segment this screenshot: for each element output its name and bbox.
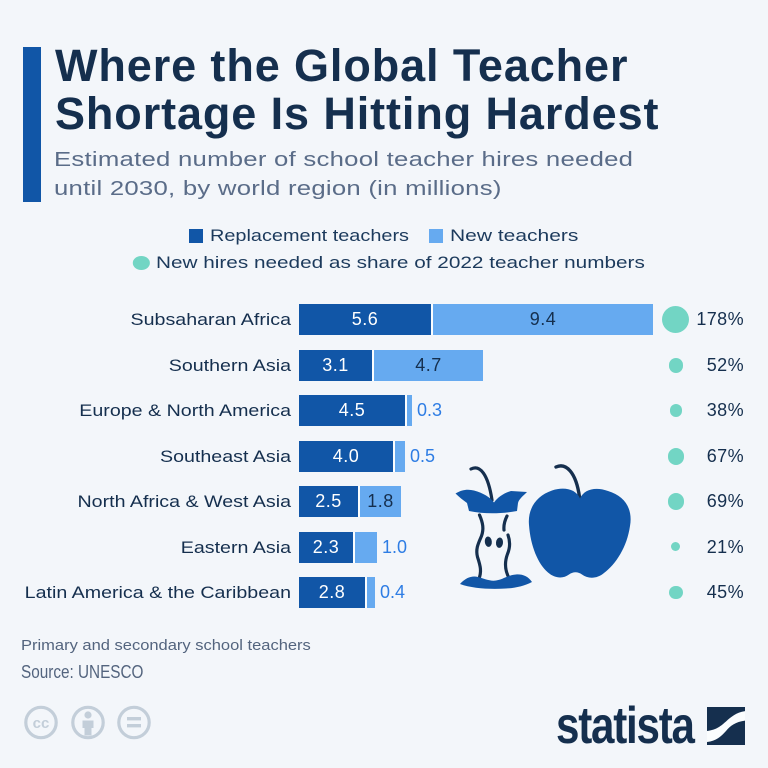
svg-text:cc: cc <box>33 715 50 732</box>
